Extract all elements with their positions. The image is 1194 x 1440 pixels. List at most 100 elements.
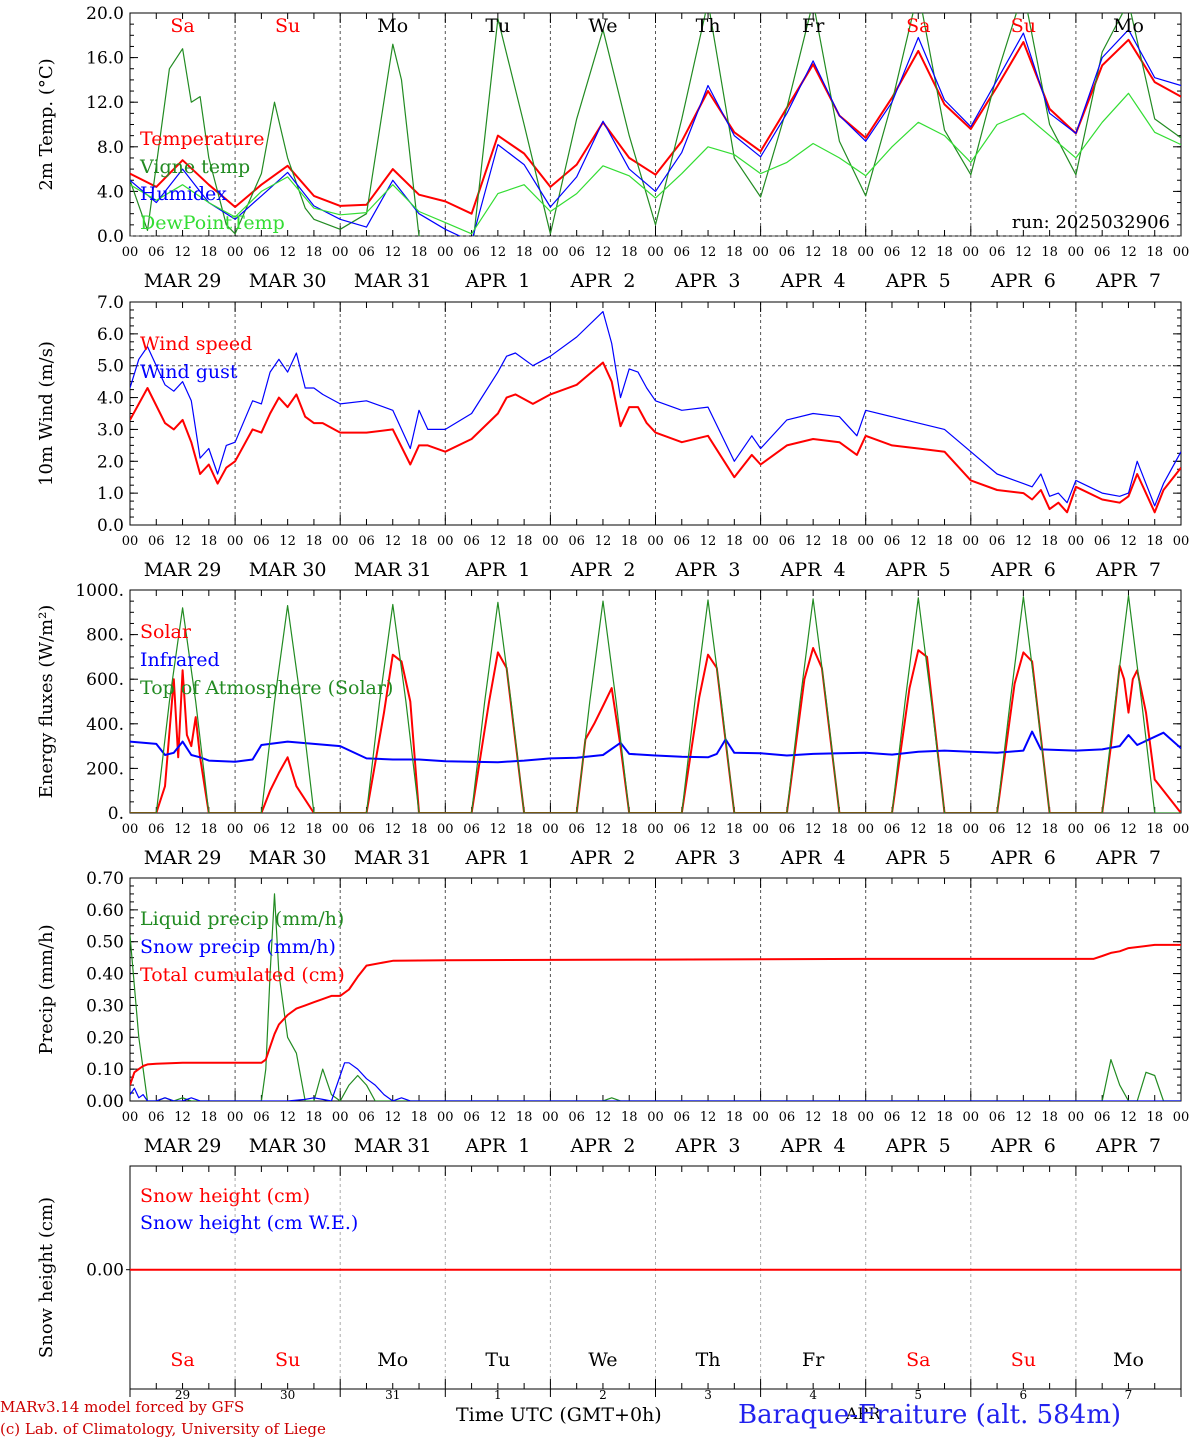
- x-hour-label: 12: [279, 245, 296, 260]
- x-hour-label: 06: [989, 822, 1006, 837]
- x-hour-label: 06: [989, 245, 1006, 260]
- y-tick-label: 0.30: [86, 996, 124, 1016]
- x-date-label: APR 4: [780, 847, 846, 869]
- x-hour-label: 12: [1015, 1110, 1032, 1125]
- y-tick-label: 600.: [86, 670, 124, 690]
- y-axis-label: 2m Temp. (°C): [36, 58, 57, 190]
- x-hour-label: 12: [1120, 822, 1137, 837]
- x-hour-label: 06: [674, 245, 691, 260]
- x-hour-label: 06: [779, 534, 796, 549]
- y-tick-label: 0.60: [86, 901, 124, 921]
- weekday-label: Th: [696, 15, 721, 37]
- y-tick-label: 12.0: [86, 93, 124, 113]
- x-hour-label: 06: [148, 822, 165, 837]
- x-hour-label: 12: [384, 534, 401, 549]
- legend-entry: Top of Atmosphere (Solar): [140, 677, 393, 699]
- x-hour-label: 18: [516, 822, 533, 837]
- x-hour-label: 00: [963, 534, 980, 549]
- legend-entry: Humidex: [140, 183, 227, 205]
- day-number-label: 4: [809, 1388, 817, 1402]
- x-hour-label: 12: [1120, 1110, 1137, 1125]
- x-hour-label: 18: [201, 822, 218, 837]
- weekday-label: Fr: [802, 1349, 825, 1371]
- legend-entry: Wind gust: [140, 361, 238, 383]
- station-label: Baraque-Fraiture (alt. 584m): [738, 1400, 1122, 1430]
- x-hour-label: 06: [568, 245, 585, 260]
- weekday-label: Su: [1011, 1349, 1036, 1371]
- y-tick-label: 5.0: [97, 357, 124, 377]
- x-hour-label: 06: [568, 822, 585, 837]
- x-hour-label: 00: [857, 534, 874, 549]
- series-line-liquid-precip-mm-h-: [130, 893, 1181, 1101]
- y-axis-label: Snow height (cm): [36, 1197, 57, 1358]
- x-hour-label: 06: [884, 1110, 901, 1125]
- x-hour-label: 06: [1094, 534, 1111, 549]
- x-hour-label: 12: [279, 534, 296, 549]
- x-hour-label: 00: [1173, 245, 1190, 260]
- x-hour-label: 18: [1146, 534, 1163, 549]
- x-date-label: APR 2: [569, 270, 635, 292]
- x-date-label: APR 1: [464, 1135, 530, 1157]
- x-hour-label: 00: [122, 534, 139, 549]
- x-date-label: MAR 29: [144, 270, 222, 292]
- day-number-label: 1: [494, 1388, 502, 1402]
- x-hour-label: 18: [831, 1110, 848, 1125]
- x-hour-label: 00: [1068, 245, 1085, 260]
- series-line-total-cumulated-cm-: [130, 943, 1181, 1086]
- x-hour-label: 00: [227, 1110, 244, 1125]
- x-hour-label: 06: [884, 822, 901, 837]
- x-hour-label: 12: [805, 245, 822, 260]
- x-date-label: APR 6: [990, 270, 1056, 292]
- x-hour-label: 00: [227, 534, 244, 549]
- x-date-label: MAR 31: [354, 847, 432, 869]
- x-hour-label: 18: [726, 1110, 743, 1125]
- x-hour-label: 12: [1120, 534, 1137, 549]
- x-hour-label: 18: [411, 822, 428, 837]
- day-number-label: 2: [599, 1388, 607, 1402]
- y-axis-label: Precip (mm/h): [36, 924, 57, 1054]
- x-hour-label: 06: [568, 1110, 585, 1125]
- x-hour-label: 18: [936, 1110, 953, 1125]
- legend-entry: Infrared: [140, 649, 220, 671]
- run-annotation: run: 2025032906: [1012, 212, 1170, 233]
- x-hour-label: 12: [490, 822, 507, 837]
- weekday-label: Th: [696, 1349, 721, 1371]
- x-date-label: APR 1: [464, 847, 530, 869]
- panel-3: 0. 200. 400. 600. 800. 1000. Energy fluxes (W/…: [36, 581, 1189, 869]
- y-tick-label: 0.00: [86, 1261, 124, 1281]
- y-tick-label: 0.50: [86, 933, 124, 953]
- weekday-label: Sa: [170, 15, 194, 37]
- x-hour-label: 12: [490, 534, 507, 549]
- x-hour-label: 06: [253, 822, 270, 837]
- x-hour-label: 06: [463, 1110, 480, 1125]
- y-tick-label: 8.0: [97, 138, 124, 158]
- x-hour-label: 06: [358, 1110, 375, 1125]
- weekday-label: Tu: [485, 1349, 510, 1371]
- x-hour-label: 12: [595, 1110, 612, 1125]
- x-hour-label: 18: [411, 534, 428, 549]
- weekday-label: Sa: [170, 1349, 194, 1371]
- x-date-label: APR 3: [675, 1135, 741, 1157]
- weekday-label: Mo: [1113, 1349, 1144, 1371]
- day-number-label: 31: [385, 1388, 400, 1402]
- x-hour-label: 12: [700, 534, 717, 549]
- x-hour-label: 18: [936, 534, 953, 549]
- x-hour-label: 00: [437, 822, 454, 837]
- x-hour-label: 12: [595, 534, 612, 549]
- legend-entry: Snow height (cm W.E.): [140, 1212, 358, 1234]
- x-hour-label: 18: [1146, 1110, 1163, 1125]
- weekday-label: Sa: [906, 1349, 930, 1371]
- x-hour-label: 06: [148, 245, 165, 260]
- x-hour-label: 12: [700, 245, 717, 260]
- x-date-label: MAR 29: [144, 1135, 222, 1157]
- x-hour-label: 00: [437, 245, 454, 260]
- x-hour-label: 12: [384, 1110, 401, 1125]
- x-hour-label: 06: [884, 534, 901, 549]
- x-hour-label: 12: [279, 822, 296, 837]
- y-tick-label: 20.0: [86, 4, 124, 24]
- x-date-label: APR 3: [675, 559, 741, 581]
- x-hour-label: 18: [516, 245, 533, 260]
- x-hour-label: 06: [148, 534, 165, 549]
- x-hour-label: 18: [201, 534, 218, 549]
- x-hour-label: 18: [201, 1110, 218, 1125]
